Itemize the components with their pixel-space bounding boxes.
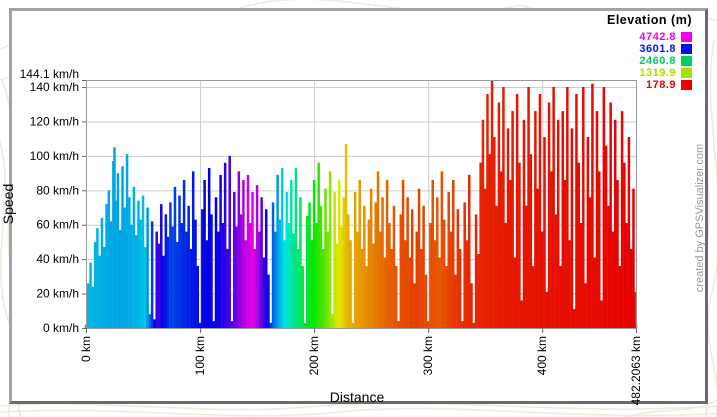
legend-entry: 3601.8 bbox=[607, 43, 692, 55]
legend-entry-value: 178.9 bbox=[645, 79, 676, 91]
x-tick-label: 400 km bbox=[535, 336, 549, 375]
x-tick-label: 0 km bbox=[79, 336, 93, 362]
legend-entry-value: 2460.8 bbox=[639, 55, 676, 67]
y-tick-label: 20 km/h bbox=[36, 287, 79, 301]
tick-labels: 0 km/h 20 km/h 40 km/h 60 km/h 80 km/h 100 km… bbox=[20, 67, 643, 405]
plot-frame bbox=[86, 80, 637, 329]
legend-entry: 1319.9 bbox=[607, 67, 692, 79]
speed-series bbox=[84, 80, 638, 328]
y-axis-title: Speed bbox=[0, 183, 16, 225]
legend-entry-swatch bbox=[681, 80, 692, 90]
y-tick-label: 0 km/h bbox=[43, 321, 79, 335]
legend-entry-swatch bbox=[681, 68, 692, 78]
y-tick-label: 100 km/h bbox=[30, 149, 79, 163]
legend-entry-swatch bbox=[681, 44, 692, 54]
x-tick-label: 100 km bbox=[193, 336, 207, 375]
y-tick-label: 120 km/h bbox=[30, 114, 79, 128]
legend-entry-value: 3601.8 bbox=[639, 43, 676, 55]
y-tick-label: 140 km/h bbox=[30, 80, 79, 94]
legend-entry-value: 4742.8 bbox=[639, 31, 676, 43]
legend-entry: 178.9 bbox=[607, 79, 692, 91]
legend-entry-swatch bbox=[681, 56, 692, 66]
x-axis-title: Distance bbox=[329, 389, 385, 405]
legend-entries: 4742.8 3601.8 2460.8 1319.9 178.9 bbox=[607, 31, 692, 91]
legend-title: Elevation (m) bbox=[607, 13, 692, 27]
legend-entry: 4742.8 bbox=[607, 31, 692, 43]
legend-entry: 2460.8 bbox=[607, 55, 692, 67]
y-tick-label: 80 km/h bbox=[36, 183, 79, 197]
legend-entry-value: 1319.9 bbox=[639, 67, 676, 79]
watermark: created by GPSVisualizer.com bbox=[694, 143, 706, 293]
y-tick-label: 144.1 km/h bbox=[20, 67, 79, 81]
legend-entry-swatch bbox=[681, 32, 692, 42]
y-tick-label: 60 km/h bbox=[36, 218, 79, 232]
tick-marks bbox=[82, 80, 637, 333]
x-tick-label: 200 km bbox=[307, 336, 321, 375]
y-tick-label: 40 km/h bbox=[36, 252, 79, 266]
x-tick-label: 482.2063 km bbox=[629, 336, 643, 405]
elevation-legend: Elevation (m) 4742.8 3601.8 2460.8 1319.9 17… bbox=[607, 13, 692, 91]
x-tick-label: 300 km bbox=[421, 336, 435, 375]
